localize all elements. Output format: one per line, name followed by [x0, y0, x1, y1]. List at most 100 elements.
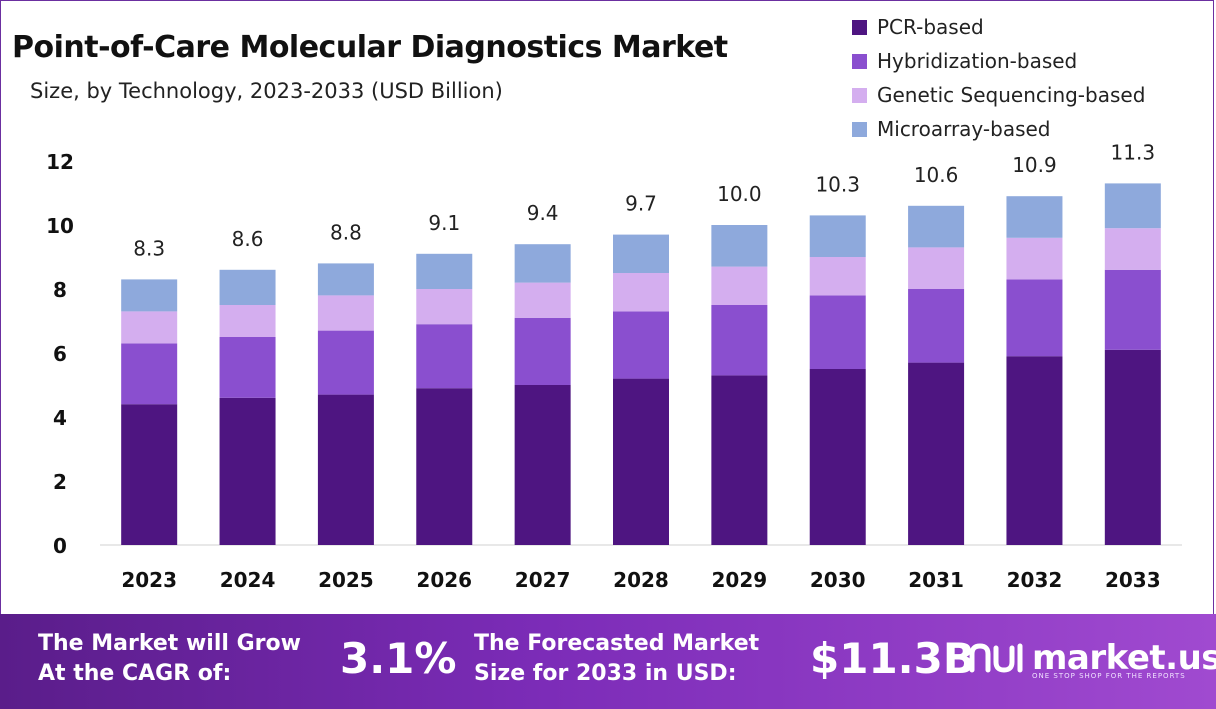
bar-segment-microarray-based [908, 205, 965, 248]
x-tick-label: 2032 [1007, 568, 1063, 592]
legend-label-hybridization: Hybridization-based [877, 49, 1078, 73]
bar-segment-microarray-based [809, 215, 866, 257]
bar-segment-pcr-based [514, 385, 571, 545]
y-tick-label: 6 [53, 342, 67, 366]
y-tick-label: 12 [46, 150, 74, 174]
legend: PCR-based Hybridization-based Genetic Se… [852, 10, 1145, 146]
x-tick-label: 2031 [908, 568, 964, 592]
x-tick-label: 2030 [810, 568, 866, 592]
bar-segment-pcr-based [1104, 349, 1161, 545]
bar-segment-hybridization-based [219, 337, 276, 398]
bar-total-label: 9.4 [527, 201, 559, 225]
bar-segment-genetic-sequencing-based [121, 311, 178, 344]
bar-segment-genetic-sequencing-based [613, 273, 669, 312]
chart-subtitle: Size, by Technology, 2023-2033 (USD Bill… [30, 79, 503, 103]
legend-label-microarray: Microarray-based [877, 117, 1051, 141]
legend-swatch-pcr [852, 19, 867, 35]
market-us-logo-icon [969, 643, 1023, 673]
x-tick-label: 2029 [712, 568, 768, 592]
bar-segment-microarray-based [613, 234, 669, 273]
bar-segment-genetic-sequencing-based [1104, 228, 1161, 270]
bar-total-label: 11.3 [1111, 140, 1156, 164]
bar-segment-microarray-based [1006, 196, 1063, 238]
bar-segment-microarray-based [711, 225, 768, 267]
legend-label-pcr: PCR-based [877, 15, 984, 39]
bar-segment-genetic-sequencing-based [711, 266, 768, 305]
bar-segment-microarray-based [1104, 183, 1161, 229]
bar-total-label: 10.0 [717, 182, 762, 206]
bar-segment-genetic-sequencing-based [416, 289, 473, 325]
forecast-value: $11.3B [810, 634, 975, 683]
bar-segment-microarray-based [121, 279, 178, 312]
bar-total-label: 8.3 [133, 236, 165, 260]
bar-segment-microarray-based [514, 244, 571, 283]
cagr-label-line2: At the CAGR of: [38, 661, 232, 686]
stacked-bar-chart: 0 2 4 6 8 10 12 8.3 2023 8.6 2024 8.8 2025 9.1 2026 9.4… [46, 140, 1182, 592]
bar-segment-hybridization-based [908, 289, 965, 363]
bar-segment-pcr-based [613, 378, 669, 545]
forecast-label: The Forecasted Market Size for 2033 in U… [474, 629, 759, 689]
bar-segment-hybridization-based [121, 343, 178, 405]
bar-segment-genetic-sequencing-based [1006, 237, 1063, 280]
y-tick-label: 2 [53, 470, 67, 494]
bar-total-label: 10.9 [1012, 153, 1057, 177]
bar-total-label: 10.6 [914, 163, 959, 187]
summary-banner: The Market will Grow At the CAGR of: 3.1… [0, 614, 1216, 709]
y-tick-label: 4 [53, 406, 67, 430]
bar-segment-pcr-based [121, 404, 178, 545]
x-tick-label: 2023 [121, 568, 177, 592]
bar-segment-microarray-based [219, 269, 276, 305]
bar-total-label: 9.1 [428, 211, 460, 235]
cagr-value: 3.1% [340, 634, 457, 683]
x-tick-label: 2028 [613, 568, 669, 592]
legend-item-sequencing: Genetic Sequencing-based [852, 78, 1145, 112]
x-tick-label: 2027 [515, 568, 571, 592]
legend-item-hybridization: Hybridization-based [852, 44, 1145, 78]
bar-segment-hybridization-based [613, 311, 669, 379]
bar-segment-hybridization-based [1006, 279, 1063, 357]
bar-total-label: 8.6 [232, 227, 264, 251]
brand-name: market.us [1032, 638, 1216, 678]
bar-segment-genetic-sequencing-based [809, 257, 866, 296]
bar-total-label: 8.8 [330, 220, 362, 244]
bar-segment-genetic-sequencing-based [219, 305, 276, 337]
x-tick-label: 2033 [1105, 568, 1161, 592]
bar-segment-hybridization-based [1104, 269, 1161, 350]
bar-segment-hybridization-based [514, 317, 571, 385]
bar-segment-hybridization-based [809, 295, 866, 369]
bar-segment-pcr-based [809, 369, 866, 545]
legend-item-pcr: PCR-based [852, 10, 1145, 44]
legend-swatch-sequencing [852, 87, 867, 103]
y-tick-label: 8 [53, 278, 67, 302]
bar-segment-genetic-sequencing-based [514, 282, 571, 318]
legend-label-sequencing: Genetic Sequencing-based [877, 83, 1146, 107]
cagr-label: The Market will Grow At the CAGR of: [38, 629, 301, 689]
forecast-label-line2: Size for 2033 in USD: [474, 661, 737, 686]
bar-segment-pcr-based [416, 388, 473, 545]
bar-segment-pcr-based [1006, 356, 1063, 545]
bar-segment-genetic-sequencing-based [317, 295, 374, 331]
brand-logo[interactable]: market.us [968, 638, 1216, 678]
x-tick-label: 2025 [318, 568, 374, 592]
bar-segment-pcr-based [908, 362, 965, 545]
bar-segment-hybridization-based [416, 324, 473, 389]
bar-segment-pcr-based [317, 394, 374, 545]
forecast-label-line1: The Forecasted Market [474, 631, 760, 656]
bar-total-label: 9.7 [625, 192, 657, 216]
bar-segment-pcr-based [219, 397, 276, 545]
legend-item-microarray: Microarray-based [852, 112, 1145, 146]
y-tick-label: 0 [53, 534, 67, 558]
legend-swatch-hybridization [852, 53, 867, 69]
bar-total-label: 10.3 [815, 172, 860, 196]
bar-segment-microarray-based [416, 253, 473, 289]
bar-segment-microarray-based [317, 263, 374, 296]
x-tick-label: 2026 [416, 568, 472, 592]
y-tick-label: 10 [46, 214, 74, 238]
x-tick-label: 2024 [220, 568, 276, 592]
cagr-label-line1: The Market will Grow [38, 631, 301, 656]
bar-segment-hybridization-based [711, 305, 768, 376]
legend-swatch-microarray [852, 121, 867, 137]
chart-title: Point-of-Care Molecular Diagnostics Mark… [12, 30, 728, 65]
brand-tagline: ONE STOP SHOP FOR THE REPORTS [1032, 672, 1186, 680]
bar-segment-pcr-based [711, 375, 768, 545]
